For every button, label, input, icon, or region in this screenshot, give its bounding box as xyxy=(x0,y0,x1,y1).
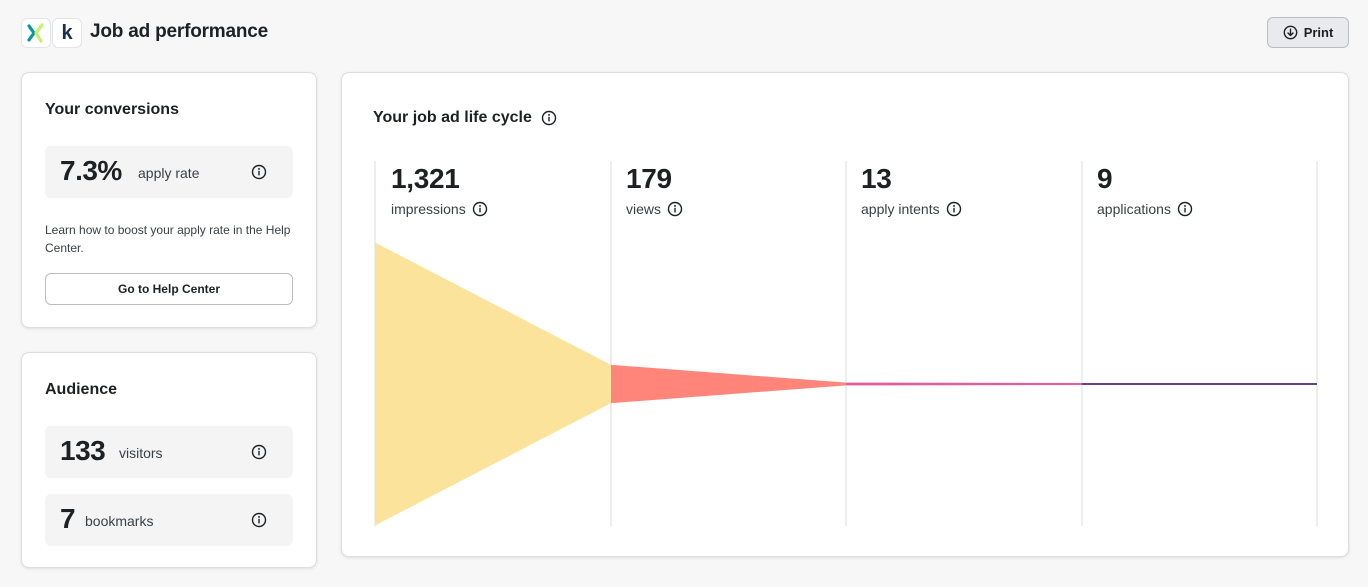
kununu-logo-text: k xyxy=(61,22,73,44)
job-ad-life-cycle-card: Your job ad life cycle 1,321 impressions… xyxy=(341,72,1349,557)
bookmarks-stat: 7 bookmarks xyxy=(45,494,293,546)
print-label: Print xyxy=(1303,25,1334,40)
info-icon[interactable] xyxy=(251,164,267,180)
funnel-segment-apply-intents xyxy=(846,382,1082,386)
conversions-title: Your conversions xyxy=(45,101,179,118)
help-center-text: Learn how to boost your apply rate in th… xyxy=(45,223,291,255)
print-button[interactable]: Print xyxy=(1267,17,1349,48)
funnel-segment-views xyxy=(611,364,846,404)
visitors-value: 133 xyxy=(60,435,106,466)
bookmarks-value: 7 xyxy=(60,503,76,534)
apply-intents-stage-label: apply intents xyxy=(861,201,962,217)
info-icon[interactable] xyxy=(1177,201,1193,217)
apply-rate-stat: 7.3% apply rate xyxy=(45,146,293,198)
conversions-card: Your conversions 7.3% apply rate Learn h… xyxy=(21,72,317,328)
applications-label: applications xyxy=(1097,201,1171,217)
applications-value: 9 xyxy=(1097,163,1113,194)
apply-intents-label: apply intents xyxy=(861,201,940,217)
info-icon[interactable] xyxy=(946,201,962,217)
impressions-stage-label: impressions xyxy=(391,201,488,217)
funnel-segment-applications xyxy=(1082,383,1317,385)
info-icon[interactable] xyxy=(251,444,267,460)
apply-rate-label: apply rate xyxy=(138,165,200,181)
impressions-label: impressions xyxy=(391,201,466,217)
life-cycle-funnel xyxy=(374,161,1318,526)
impressions-value: 1,321 xyxy=(391,163,460,194)
info-icon[interactable] xyxy=(667,201,683,217)
visitors-label: visitors xyxy=(119,445,163,461)
life-cycle-title: Your job ad life cycle xyxy=(373,109,532,126)
kununu-logo-icon: k xyxy=(52,18,82,48)
funnel-segment-impressions xyxy=(375,242,611,526)
info-icon[interactable] xyxy=(251,512,267,528)
page-title: Job ad performance xyxy=(90,21,269,42)
visitors-stat: 133 visitors xyxy=(45,426,293,478)
apply-rate-value: 7.3% xyxy=(60,155,122,186)
audience-title: Audience xyxy=(45,381,118,398)
applications-stage-label: applications xyxy=(1097,201,1193,217)
views-stage-label: views xyxy=(626,201,683,217)
page-header: k Job ad performance Print xyxy=(0,0,1368,66)
download-circle-icon xyxy=(1283,25,1298,40)
xing-logo-icon xyxy=(21,18,51,48)
audience-card: Audience 133 visitors 7 bookmarks xyxy=(21,352,317,568)
bookmarks-label: bookmarks xyxy=(85,513,154,529)
info-icon[interactable] xyxy=(541,110,557,126)
info-icon[interactable] xyxy=(472,201,488,217)
apply-intents-value: 13 xyxy=(861,163,892,194)
views-value: 179 xyxy=(626,163,672,194)
go-to-help-center-button[interactable]: Go to Help Center xyxy=(45,273,293,305)
views-label: views xyxy=(626,201,662,217)
